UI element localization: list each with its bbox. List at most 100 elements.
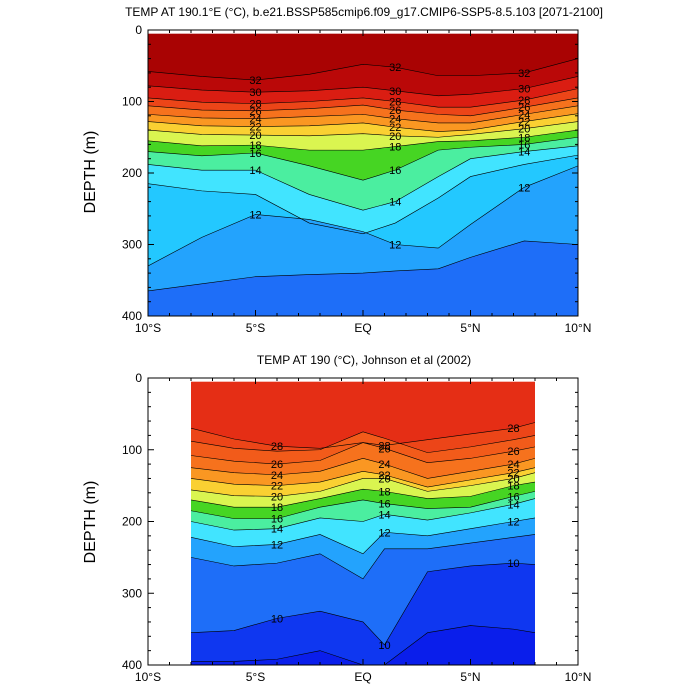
contour-label: 14 bbox=[271, 524, 283, 536]
contour-line bbox=[148, 145, 578, 211]
contour-label: 20 bbox=[518, 124, 530, 136]
contour-line bbox=[191, 498, 535, 531]
contour-label: 24 bbox=[271, 470, 283, 482]
contour-label: 14 bbox=[378, 509, 390, 521]
contour-label: 18 bbox=[249, 140, 261, 152]
x-tick-label: 5°N bbox=[460, 670, 480, 684]
contour-label: 16 bbox=[389, 165, 401, 177]
contour-label: 28 bbox=[378, 440, 390, 452]
contour-line bbox=[191, 472, 535, 497]
contour-line bbox=[148, 88, 578, 108]
contour-label: 20 bbox=[249, 130, 261, 142]
contour-label: 30 bbox=[389, 86, 401, 98]
contour-label: 14 bbox=[249, 165, 261, 177]
y-tick-label: 0 bbox=[135, 371, 142, 385]
contour-label: 26 bbox=[389, 105, 401, 117]
x-tick-label: EQ bbox=[354, 321, 371, 335]
contour-label: 24 bbox=[378, 459, 390, 471]
contour-label: 22 bbox=[378, 470, 390, 482]
x-tick-label: 10°S bbox=[135, 670, 161, 684]
contour-label: 16 bbox=[507, 491, 519, 503]
contour-label: 18 bbox=[389, 142, 401, 154]
x-tick-label: 5°N bbox=[460, 321, 480, 335]
contour-label: 10 bbox=[271, 613, 283, 625]
contour-label: 24 bbox=[518, 109, 530, 121]
contour-label: 18 bbox=[518, 132, 530, 144]
contour-label: 14 bbox=[518, 147, 530, 159]
y-tick-label: 0 bbox=[135, 23, 142, 37]
contour-label: 16 bbox=[378, 499, 390, 511]
contour-label: 18 bbox=[271, 502, 283, 514]
contour-label: 32 bbox=[389, 62, 401, 74]
contour-line bbox=[148, 105, 578, 124]
contour-line bbox=[148, 121, 578, 138]
panel-top: TEMP AT 190.1°E (°C), b.e21.BSSP585cmip6… bbox=[82, 5, 603, 335]
y-tick-label: 400 bbox=[122, 309, 142, 323]
contour-label: 32 bbox=[518, 68, 530, 80]
x-tick-label: 5°S bbox=[246, 321, 265, 335]
x-tick-label: EQ bbox=[354, 670, 371, 684]
contour-label: 24 bbox=[249, 114, 261, 126]
contour-label: 26 bbox=[518, 102, 530, 114]
contour-label: 30 bbox=[249, 87, 261, 99]
contour-line bbox=[191, 442, 535, 465]
contour-label: 10 bbox=[507, 558, 519, 570]
y-tick-label: 200 bbox=[122, 515, 142, 529]
contour-label: 22 bbox=[249, 122, 261, 134]
contour-line bbox=[191, 491, 535, 519]
contour-label: 26 bbox=[271, 459, 283, 471]
contour-label: 14 bbox=[507, 499, 519, 511]
contour-line bbox=[191, 481, 535, 508]
x-tick-label: 10°S bbox=[135, 321, 161, 335]
chart-title-bottom: TEMP AT 190 (°C), Johnson et al (2002) bbox=[257, 353, 471, 367]
contour-label: 30 bbox=[518, 84, 530, 96]
contour-label: 12 bbox=[507, 517, 519, 529]
contour-label: 28 bbox=[389, 97, 401, 109]
contour-label: 22 bbox=[518, 117, 530, 129]
contour-label: 24 bbox=[507, 459, 519, 471]
x-tick-label: 10°N bbox=[565, 670, 592, 684]
contour-label: 28 bbox=[518, 95, 530, 107]
contour-label: 18 bbox=[507, 481, 519, 493]
contour-label: 20 bbox=[271, 491, 283, 503]
contour-label: 16 bbox=[518, 139, 530, 151]
contour-label: 18 bbox=[378, 486, 390, 498]
contour-line bbox=[191, 458, 535, 479]
contour-label: 20 bbox=[378, 473, 390, 485]
contour-label: 12 bbox=[249, 209, 261, 221]
contour-line bbox=[148, 76, 578, 97]
contour-line bbox=[148, 129, 578, 151]
contour-label: 16 bbox=[271, 514, 283, 526]
contour-label: 28 bbox=[507, 423, 519, 435]
contour-line bbox=[148, 58, 578, 81]
contour-label: 12 bbox=[378, 527, 390, 539]
chart-title-top: TEMP AT 190.1°E (°C), b.e21.BSSP585cmip6… bbox=[125, 5, 603, 19]
contour-line bbox=[148, 240, 578, 292]
contour-label: 22 bbox=[271, 481, 283, 493]
temp-band bbox=[148, 240, 578, 316]
contour-label: 32 bbox=[249, 75, 261, 87]
y-tick-label: 100 bbox=[122, 443, 142, 457]
y-tick-label: 300 bbox=[122, 238, 142, 252]
contour-label: 22 bbox=[389, 122, 401, 134]
y-tick-label: 400 bbox=[122, 658, 142, 672]
x-tick-label: 5°S bbox=[246, 670, 265, 684]
panel-bottom: TEMP AT 190 (°C), Johnson et al (2002) D… bbox=[82, 353, 591, 684]
contour-line bbox=[148, 165, 578, 267]
y-axis-label-bottom: DEPTH (m) bbox=[82, 481, 99, 564]
contour-line bbox=[191, 431, 535, 453]
contour-line bbox=[191, 534, 535, 580]
contour-label: 12 bbox=[389, 240, 401, 252]
contour-label: 26 bbox=[249, 106, 261, 118]
contour-label: 14 bbox=[389, 197, 401, 209]
contour-line bbox=[148, 113, 578, 132]
temp-band bbox=[191, 625, 535, 665]
y-axis-label-top: DEPTH (m) bbox=[82, 131, 99, 214]
contour-line bbox=[191, 517, 535, 555]
contour-label: 12 bbox=[518, 182, 530, 194]
x-tick-label: 10°N bbox=[565, 321, 592, 335]
contour-label: 28 bbox=[249, 99, 261, 111]
